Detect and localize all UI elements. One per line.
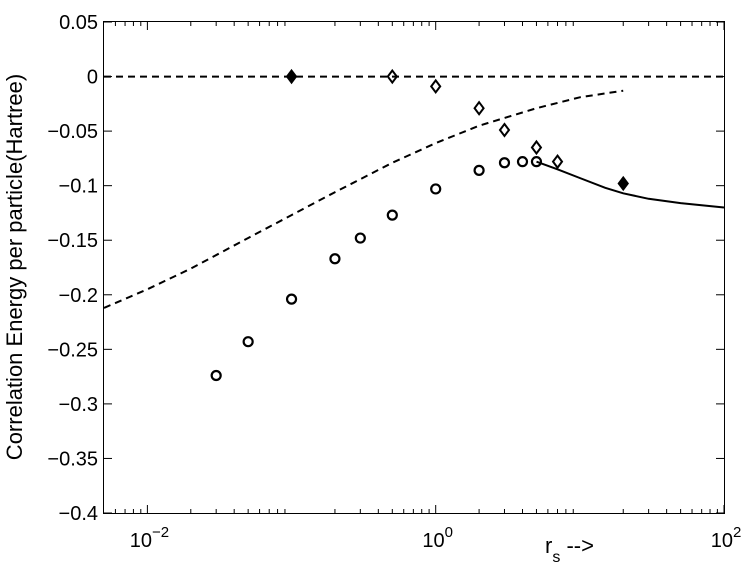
- diamond-marker: [285, 68, 298, 85]
- diamond-marker: [473, 100, 485, 116]
- y-tick-label: −0.3: [59, 394, 98, 416]
- y-tick-label: −0.15: [47, 230, 98, 252]
- diamond-marker: [498, 122, 511, 138]
- diamond-marker: [386, 68, 399, 85]
- x-tick-label: 102: [711, 524, 742, 552]
- tick-layer: 0.05 0 −0.05 −0.1 −0.15 −0.2 −0.25 −0.3 −0.35 −0.…: [47, 12, 741, 552]
- x-tick-label-exponent: −2: [152, 524, 169, 541]
- diamond-marker: [530, 139, 543, 156]
- circle-marker: [530, 156, 543, 168]
- circle-marker: [430, 183, 442, 195]
- x-axis-label-subscript: s: [552, 549, 560, 566]
- x-tick-label-base: 10: [422, 530, 444, 552]
- diamond-marker: [429, 78, 442, 95]
- circle-marker: [329, 253, 341, 265]
- y-tick-label: −0.25: [47, 339, 98, 361]
- circle-marker: [354, 232, 366, 244]
- y-tick-label: 0.05: [59, 12, 98, 34]
- circle-marker: [210, 369, 222, 382]
- x-tick-label: 100: [422, 524, 453, 552]
- dashed-series-line: [103, 89, 624, 309]
- x-tick-label-base: 10: [711, 530, 733, 552]
- solid-series-line: [536, 160, 725, 209]
- y-tick-label: 0: [87, 67, 98, 89]
- y-tick-label: −0.1: [59, 176, 98, 198]
- x-axis-label-main: r: [545, 533, 552, 558]
- circle-marker: [473, 164, 485, 176]
- x-axis-label-suffix: -->: [560, 533, 594, 558]
- x-axis-label: rs -->: [545, 533, 594, 566]
- x-tick-label-exponent: 0: [445, 524, 453, 541]
- y-tick-label: −0.05: [47, 121, 98, 143]
- circle-marker: [386, 209, 398, 221]
- y-axis-label: Correlation Energy per particle(Hartree): [2, 74, 27, 460]
- y-tick-label: −0.4: [59, 503, 98, 525]
- y-tick-label: −0.35: [47, 448, 98, 470]
- circle-marker: [516, 156, 529, 168]
- circle-marker: [285, 293, 298, 305]
- circle-marker: [242, 336, 254, 348]
- y-tick-label: −0.2: [59, 285, 98, 307]
- diamond-marker: [617, 175, 629, 192]
- plot-area-frame: [103, 21, 725, 514]
- x-tick-label-exponent: 2: [733, 524, 741, 541]
- circle-marker: [498, 157, 511, 169]
- diamond-marker: [551, 153, 564, 170]
- series-layer: [103, 68, 725, 382]
- x-tick-label-base: 10: [130, 530, 152, 552]
- x-tick-label: 10−2: [130, 524, 169, 552]
